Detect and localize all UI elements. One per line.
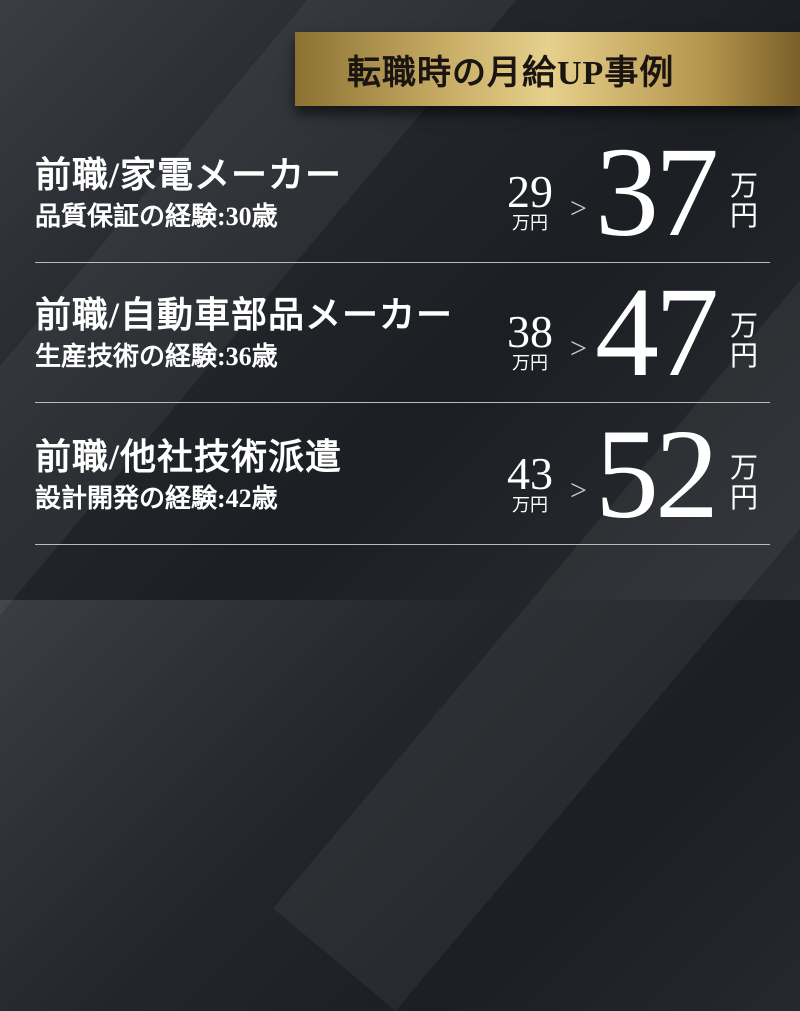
case-row: 前職/他社技術派遣 設計開発の経験:42歳 43 万円 > 52 万円: [35, 404, 770, 545]
before-value: 43: [507, 448, 553, 499]
after-unit-man: 万: [730, 453, 759, 484]
case-title: 前職/他社技術派遣: [35, 437, 343, 477]
banner-title: 転職時の月給UP事例: [347, 54, 675, 92]
case-subtitle: 設計開発の経験:42歳: [35, 484, 278, 513]
salary-after: 47: [595, 261, 719, 403]
after-unit-yen: 円: [730, 201, 759, 232]
salary-before: 29 万円: [500, 166, 560, 233]
after-unit: 万円: [730, 172, 760, 232]
header-banner: 転職時の月給UP事例: [295, 32, 800, 106]
case-title: 前職/家電メーカー: [35, 155, 343, 195]
salary-before: 43 万円: [500, 448, 560, 515]
before-unit: 万円: [512, 353, 548, 373]
case-subtitle: 品質保証の経験:30歳: [35, 202, 278, 231]
arrow-icon: >: [570, 192, 587, 225]
salary-after: 37: [595, 121, 719, 263]
salary-after: 52: [595, 403, 719, 545]
after-unit-yen: 円: [730, 341, 759, 372]
case-row: 前職/自動車部品メーカー 生産技術の経験:36歳 38 万円 > 47 万円: [35, 262, 770, 403]
salary-before: 38 万円: [500, 306, 560, 373]
case-row: 前職/家電メーカー 品質保証の経験:30歳 29 万円 > 37 万円: [35, 122, 770, 263]
arrow-icon: >: [570, 474, 587, 507]
case-title: 前職/自動車部品メーカー: [35, 295, 454, 335]
before-unit: 万円: [512, 213, 548, 233]
after-unit-man: 万: [730, 311, 759, 342]
after-unit-man: 万: [730, 171, 759, 202]
before-unit: 万円: [512, 495, 548, 515]
case-subtitle: 生産技術の経験:36歳: [35, 342, 278, 371]
arrow-icon: >: [570, 332, 587, 365]
before-value: 29: [507, 166, 553, 217]
before-value: 38: [507, 306, 553, 357]
after-unit-yen: 円: [730, 483, 759, 514]
after-unit: 万円: [730, 454, 760, 514]
after-unit: 万円: [730, 312, 760, 372]
